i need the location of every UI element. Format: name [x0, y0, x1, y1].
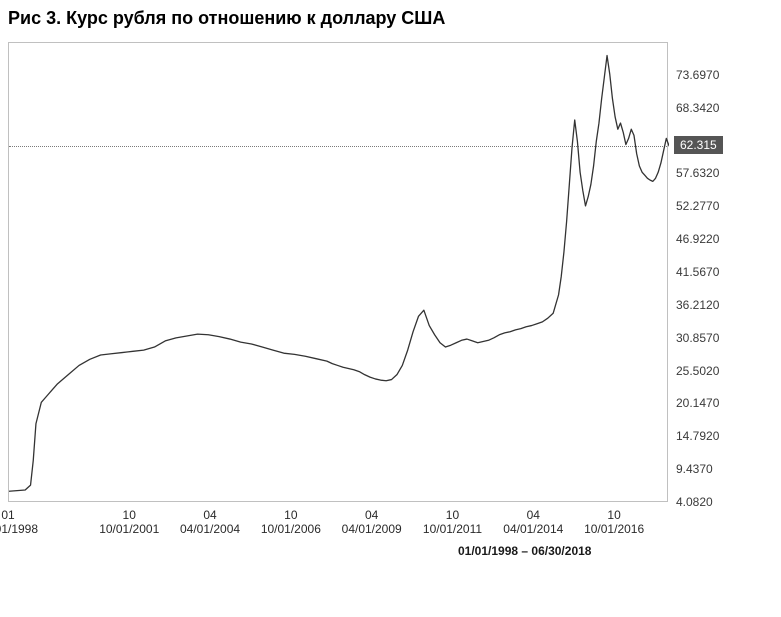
x-axis-tick-short: 01: [1, 508, 14, 522]
y-axis-tick-label: 68.3420: [676, 101, 719, 115]
x-axis-tick-label: 01/01/1998: [0, 522, 38, 536]
x-axis-tick-short: 04: [203, 508, 216, 522]
x-axis-tick-label: 04/01/2009: [342, 522, 402, 536]
y-axis-tick-label: 4.0820: [676, 495, 713, 509]
y-axis-tick-label: 20.1470: [676, 396, 719, 410]
y-axis-tick-label: 73.6970: [676, 68, 719, 82]
x-axis-tick-label: 10/01/2016: [584, 522, 644, 536]
y-axis-tick-label: 30.8570: [676, 331, 719, 345]
x-axis-tick-label: 04/01/2014: [503, 522, 563, 536]
x-axis-tick-short: 04: [527, 508, 540, 522]
x-axis-tick-short: 04: [365, 508, 378, 522]
y-axis-tick-label: 57.6320: [676, 166, 719, 180]
current-value-badge: 62.315: [674, 136, 723, 154]
price-line: [9, 56, 669, 492]
x-axis-tick-short: 10: [607, 508, 620, 522]
date-range-label: 01/01/1998 – 06/30/2018: [458, 544, 591, 558]
y-axis-tick-label: 41.5670: [676, 265, 719, 279]
y-axis-tick-label: 52.2770: [676, 199, 719, 213]
x-axis-tick-label: 10/01/2011: [423, 522, 482, 536]
y-axis-tick-label: 36.2120: [676, 298, 719, 312]
y-axis-tick-label: 25.5020: [676, 364, 719, 378]
x-axis-tick-short: 10: [284, 508, 297, 522]
y-axis-tick-label: 14.7920: [676, 429, 719, 443]
plot-area: [8, 42, 668, 502]
y-axis-tick-label: 9.4370: [676, 462, 713, 476]
x-axis-tick-label: 04/01/2004: [180, 522, 240, 536]
chart-container: Рис 3. Курс рубля по отношению к доллару…: [0, 0, 781, 617]
y-axis-tick-label: 46.9220: [676, 232, 719, 246]
chart-title: Рис 3. Курс рубля по отношению к доллару…: [8, 8, 445, 29]
series-svg: [9, 43, 669, 503]
x-axis-tick-short: 10: [123, 508, 136, 522]
x-axis-tick-label: 10/01/2001: [99, 522, 159, 536]
x-axis-tick-label: 10/01/2006: [261, 522, 321, 536]
x-axis-tick-short: 10: [446, 508, 459, 522]
